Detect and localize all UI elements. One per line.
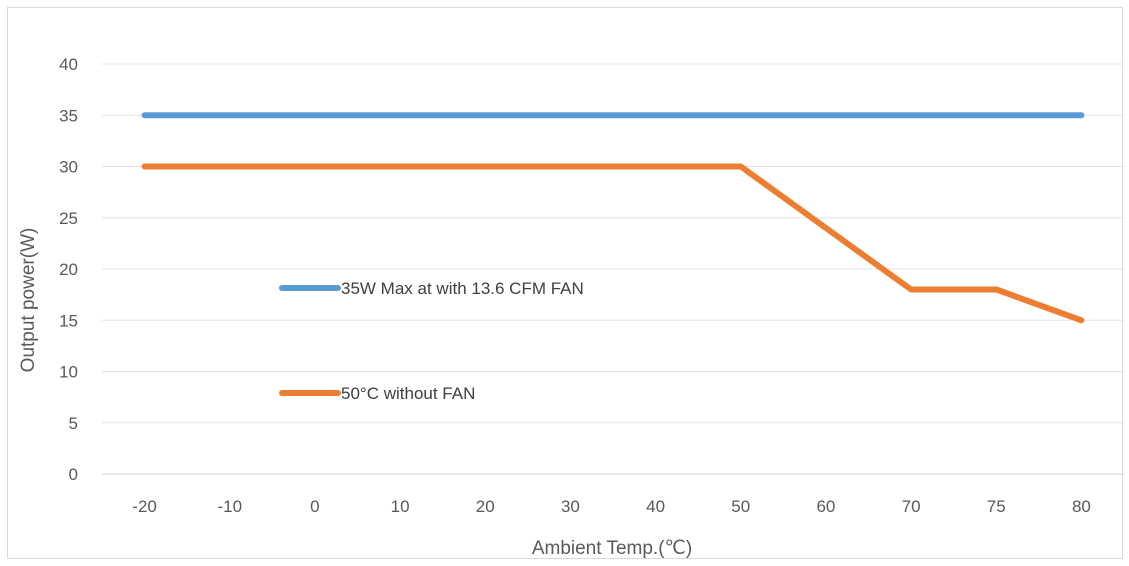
x-tick-label: 80 xyxy=(1072,497,1091,516)
y-tick-label: 25 xyxy=(59,209,78,228)
y-axis-title: Output power(W) xyxy=(18,228,39,373)
gridlines xyxy=(102,63,1124,475)
legend: 35W Max at with 13.6 CFM FAN 50°C without… xyxy=(279,279,584,403)
y-tick-label: 30 xyxy=(59,158,78,177)
x-tick-label: -20 xyxy=(132,497,157,516)
y-tick-label: 15 xyxy=(59,311,78,330)
x-axis-title: Ambient Temp.(℃) xyxy=(532,538,692,559)
legend-label-1: 35W Max at with 13.6 CFM FAN xyxy=(341,279,584,298)
y-tick-label: 35 xyxy=(59,106,78,125)
x-axis-ticks: -20 -10 0 10 20 30 40 50 60 70 75 80 xyxy=(132,497,1091,516)
legend-label-2: 50°C without FAN xyxy=(341,384,475,403)
y-tick-label: 5 xyxy=(69,414,78,433)
y-tick-label: 20 xyxy=(59,260,78,279)
series-line-2 xyxy=(141,163,1085,324)
x-tick-label: 30 xyxy=(561,497,580,516)
x-tick-label: 10 xyxy=(391,497,410,516)
x-tick-label: 70 xyxy=(902,497,921,516)
y-tick-label: 40 xyxy=(59,55,78,74)
y-tick-label: 0 xyxy=(69,465,78,484)
x-tick-label: 0 xyxy=(310,497,319,516)
x-tick-label: 60 xyxy=(816,497,835,516)
x-tick-label: -10 xyxy=(217,497,242,516)
x-tick-label: 50 xyxy=(731,497,750,516)
x-tick-label: 75 xyxy=(987,497,1006,516)
x-tick-label: 20 xyxy=(476,497,495,516)
y-tick-label: 10 xyxy=(59,363,78,382)
y-axis-ticks: 0 5 10 15 20 25 30 35 40 xyxy=(59,55,78,484)
series-lines xyxy=(141,112,1085,324)
x-tick-label: 40 xyxy=(646,497,665,516)
